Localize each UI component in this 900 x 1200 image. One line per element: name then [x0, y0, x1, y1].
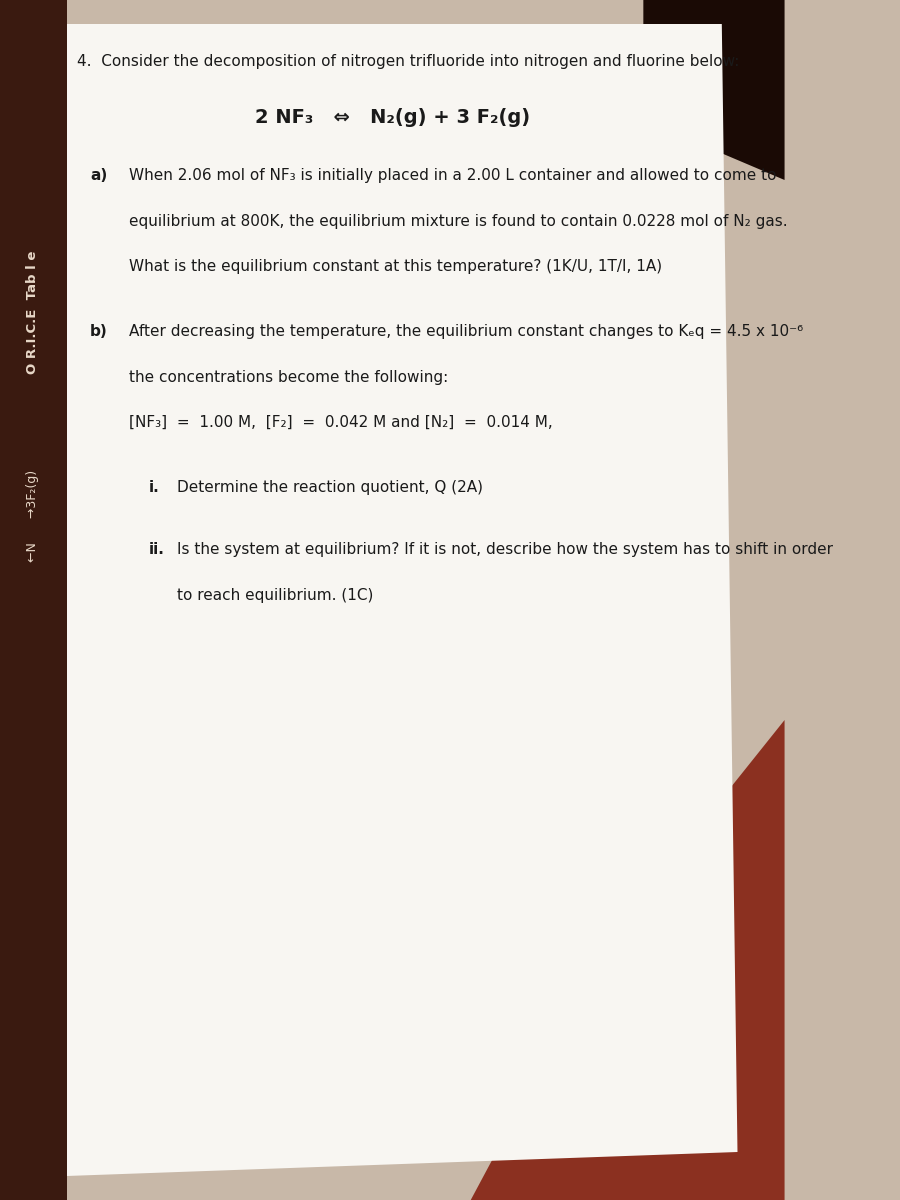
Text: What is the equilibrium constant at this temperature? (1K/U, 1T/I, 1A): What is the equilibrium constant at this…: [130, 259, 662, 274]
Text: 2 NF₃   ⇔   N₂(g) + 3 F₂(g): 2 NF₃ ⇔ N₂(g) + 3 F₂(g): [255, 108, 530, 127]
Polygon shape: [67, 24, 737, 1176]
Text: [NF₃]  =  1.00 M,  [F₂]  =  0.042 M and [N₂]  =  0.014 M,: [NF₃] = 1.00 M, [F₂] = 0.042 M and [N₂] …: [130, 415, 554, 430]
Text: ii.: ii.: [149, 542, 165, 557]
Text: O R.I.C.E  Tab l e: O R.I.C.E Tab l e: [26, 251, 40, 373]
Polygon shape: [471, 720, 785, 1200]
Text: a): a): [90, 168, 107, 182]
Polygon shape: [644, 0, 785, 180]
Text: When 2.06 mol of NF₃ is initially placed in a 2.00 L container and allowed to co: When 2.06 mol of NF₃ is initially placed…: [130, 168, 777, 182]
Text: Determine the reaction quotient, Q (2A): Determine the reaction quotient, Q (2A): [176, 480, 482, 494]
Text: Is the system at equilibrium? If it is not, describe how the system has to shift: Is the system at equilibrium? If it is n…: [176, 542, 833, 557]
Text: to reach equilibrium. (1C): to reach equilibrium. (1C): [176, 588, 373, 602]
Text: 4.  Consider the decomposition of nitrogen trifluoride into nitrogen and fluorin: 4. Consider the decomposition of nitroge…: [76, 54, 739, 68]
Text: equilibrium at 800K, the equilibrium mixture is found to contain 0.0228 mol of N: equilibrium at 800K, the equilibrium mix…: [130, 214, 788, 228]
Text: After decreasing the temperature, the equilibrium constant changes to Kₑq = 4.5 : After decreasing the temperature, the eq…: [130, 324, 804, 338]
Text: ←N      →3F₂(g): ←N →3F₂(g): [26, 470, 40, 562]
Text: the concentrations become the following:: the concentrations become the following:: [130, 370, 449, 384]
Text: i.: i.: [149, 480, 160, 494]
Text: b): b): [90, 324, 108, 338]
Polygon shape: [0, 0, 67, 1200]
